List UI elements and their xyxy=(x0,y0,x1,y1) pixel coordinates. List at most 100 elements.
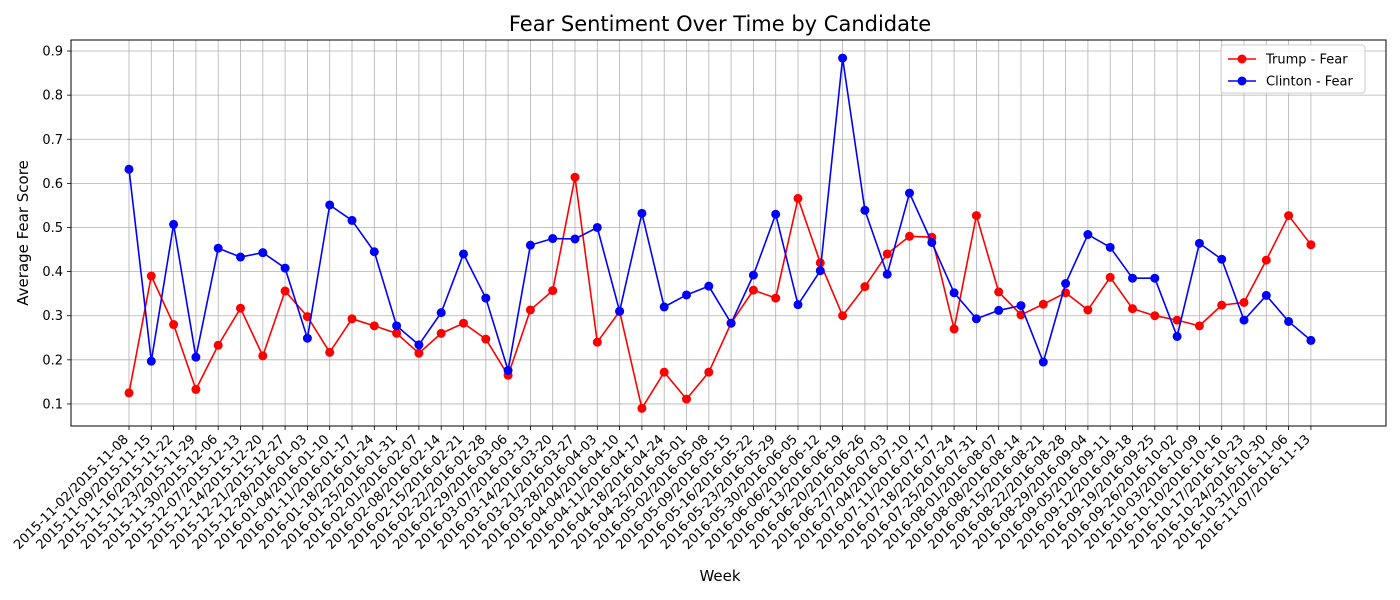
data-point xyxy=(815,266,825,276)
y-tick-label: 0.4 xyxy=(42,265,63,280)
data-point xyxy=(280,263,290,273)
data-point xyxy=(1284,316,1294,326)
data-point xyxy=(258,351,268,361)
data-point xyxy=(169,320,179,330)
data-point xyxy=(971,211,981,221)
data-point xyxy=(682,394,691,404)
y-axis: 0.1 0.2 0.3 0.4 0.5 0.6 0.7 0.8 0.9 xyxy=(42,45,71,412)
legend-item: Trump - Fear xyxy=(1228,53,1348,68)
grid-lines xyxy=(71,40,1386,426)
data-point xyxy=(682,290,691,300)
data-point xyxy=(971,314,981,324)
data-point xyxy=(659,302,669,312)
data-point xyxy=(949,324,959,334)
data-point xyxy=(280,286,290,296)
data-point xyxy=(570,172,580,182)
data-point xyxy=(1194,238,1204,248)
data-point xyxy=(570,234,580,244)
data-point xyxy=(838,53,848,63)
data-point xyxy=(1038,357,1048,367)
data-point xyxy=(771,293,781,303)
data-point xyxy=(1150,311,1160,321)
data-point xyxy=(481,334,491,344)
data-point xyxy=(369,247,379,257)
data-point xyxy=(905,231,914,241)
series-layer xyxy=(124,53,1316,413)
data-point xyxy=(1172,331,1182,341)
data-point xyxy=(414,340,424,350)
data-point xyxy=(1261,290,1271,300)
legend-swatch-marker xyxy=(1237,54,1247,64)
series-line xyxy=(128,57,1312,372)
series-clinton xyxy=(124,53,1316,375)
data-point xyxy=(525,305,535,315)
data-point xyxy=(1239,297,1249,307)
data-point xyxy=(1083,305,1093,315)
data-point xyxy=(236,303,245,313)
data-point xyxy=(815,258,825,268)
data-point xyxy=(369,321,379,331)
data-point xyxy=(347,215,357,225)
y-tick-label: 0.9 xyxy=(42,45,63,60)
data-point xyxy=(592,222,602,232)
data-point xyxy=(1128,273,1137,283)
data-point xyxy=(592,337,602,347)
data-point xyxy=(169,219,179,229)
data-point xyxy=(726,318,736,328)
data-point xyxy=(637,403,647,413)
data-point xyxy=(1194,321,1204,331)
data-point xyxy=(1261,255,1271,265)
y-tick-label: 0.1 xyxy=(42,397,63,412)
data-point xyxy=(392,321,402,331)
data-point xyxy=(392,328,402,338)
y-tick-label: 0.2 xyxy=(42,353,63,368)
data-point xyxy=(436,328,446,338)
data-point xyxy=(748,270,758,280)
data-point xyxy=(793,300,803,310)
data-point xyxy=(302,312,312,322)
chart-title: Fear Sentiment Over Time by Candidate xyxy=(509,12,931,36)
data-point xyxy=(325,347,335,357)
data-point xyxy=(905,188,914,198)
data-point xyxy=(347,314,357,324)
data-point xyxy=(1217,300,1227,310)
data-point xyxy=(882,249,892,259)
data-point xyxy=(1105,272,1115,282)
data-point xyxy=(1128,304,1137,314)
legend-label: Clinton - Fear xyxy=(1266,75,1354,90)
data-point xyxy=(1105,242,1115,252)
data-point xyxy=(1016,301,1026,311)
data-point xyxy=(1284,211,1294,221)
data-point xyxy=(1306,335,1316,345)
legend-label: Trump - Fear xyxy=(1265,53,1348,68)
legend-item: Clinton - Fear xyxy=(1228,75,1354,90)
x-axis-title: Week xyxy=(699,567,740,585)
data-point xyxy=(748,285,758,295)
plot-frame xyxy=(70,39,1387,427)
data-point xyxy=(191,384,201,394)
data-point xyxy=(1061,279,1071,289)
data-point xyxy=(1150,273,1160,283)
data-point xyxy=(459,318,468,328)
data-point xyxy=(503,365,513,375)
y-tick-label: 0.3 xyxy=(42,309,63,324)
data-point xyxy=(213,243,223,253)
x-axis: 2015-11-02/2015-11-082015-11-09/2015-11-… xyxy=(11,426,1314,553)
data-point xyxy=(548,234,558,244)
data-point xyxy=(949,288,959,298)
data-point xyxy=(1172,315,1182,325)
data-point xyxy=(860,205,870,215)
data-point xyxy=(994,305,1004,315)
data-point xyxy=(325,200,335,210)
data-point xyxy=(1038,299,1048,309)
data-point xyxy=(191,352,201,362)
data-point xyxy=(146,356,156,366)
data-point xyxy=(882,269,892,279)
data-point xyxy=(615,306,625,316)
data-point xyxy=(213,340,223,350)
data-point xyxy=(659,367,669,377)
legend-box xyxy=(1220,44,1366,94)
legend-swatch-marker xyxy=(1237,76,1247,86)
data-point xyxy=(704,281,714,291)
